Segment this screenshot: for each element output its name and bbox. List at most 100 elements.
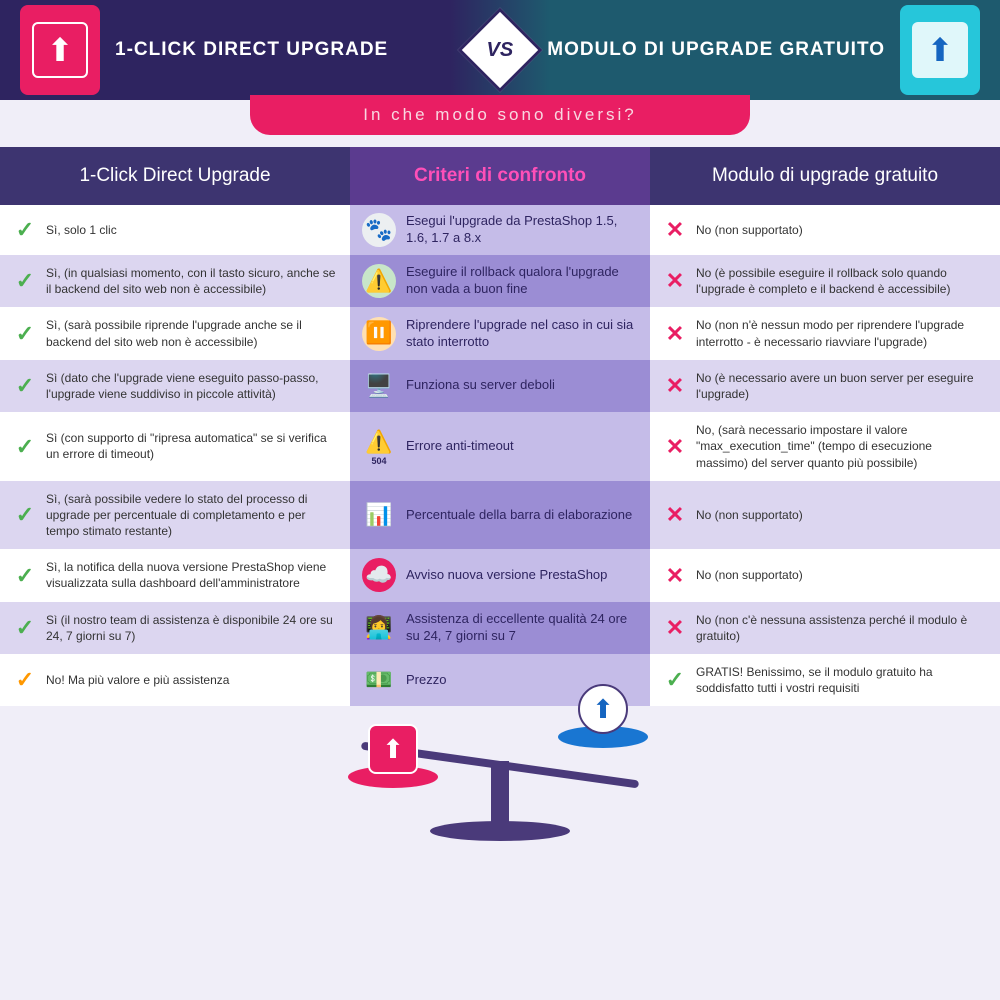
cell-criteria: ⚠️ 504 Errore anti-timeout <box>350 412 650 481</box>
criteria-text: Errore anti-timeout <box>406 438 514 455</box>
header: ⬆ 1-CLICK DIRECT UPGRADE VS MODULO DI UP… <box>0 0 1000 100</box>
cell-text: GRATIS! Benissimo, se il modulo gratuito… <box>696 664 986 696</box>
table-header: 1-Click Direct Upgrade Criteri di confro… <box>0 147 1000 205</box>
cell-left: ✓ Sì, solo 1 clic <box>0 205 350 255</box>
cell-criteria: 🖥️ Funziona su server deboli <box>350 360 650 412</box>
cell-text: Sì, solo 1 clic <box>46 222 117 238</box>
scale-post <box>491 761 509 826</box>
cell-left: ✓ Sì (con supporto di "ripresa automatic… <box>0 412 350 481</box>
criteria-icon: ⚠️ <box>362 264 396 298</box>
cross-icon: ✕ <box>664 613 686 643</box>
cell-text: No (non supportato) <box>696 567 803 583</box>
cell-right: ✕ No (non supportato) <box>650 549 1000 601</box>
criteria-text: Eseguire il rollback qualora l'upgrade n… <box>406 264 638 298</box>
criteria-text: Riprendere l'upgrade nel caso in cui sia… <box>406 317 638 351</box>
cell-left: ✓ Sì (dato che l'upgrade viene eseguito … <box>0 360 350 412</box>
cross-icon: ✕ <box>664 561 686 591</box>
vs-badge: VS <box>458 8 543 93</box>
check-icon: ✓ <box>14 561 36 591</box>
upgrade-icon: ⬆ <box>32 22 88 78</box>
cell-text: Sì, (sarà possibile riprende l'upgrade a… <box>46 317 336 349</box>
cell-criteria: ⚠️ Eseguire il rollback qualora l'upgrad… <box>350 255 650 307</box>
criteria-icon: 👩‍💻 <box>362 611 396 645</box>
criteria-text: Funziona su server deboli <box>406 377 555 394</box>
header-title-left: 1-CLICK DIRECT UPGRADE <box>115 39 388 61</box>
cell-right: ✓ GRATIS! Benissimo, se il modulo gratui… <box>650 654 1000 706</box>
cross-icon: ✕ <box>664 215 686 245</box>
cell-right: ✕ No (è possibile eseguire il rollback s… <box>650 255 1000 307</box>
scale-plate-left: ⬆ <box>348 766 438 788</box>
cell-left: ✓ Sì, la notifica della nuova versione P… <box>0 549 350 601</box>
comparison-table: ✓ Sì, solo 1 clic 🐾 Esegui l'upgrade da … <box>0 205 1000 706</box>
cell-left: ✓ Sì (il nostro team di assistenza è dis… <box>0 602 350 654</box>
criteria-icon: 🖥️ <box>362 369 396 403</box>
cell-left: ✓ No! Ma più valore e più assistenza <box>0 654 350 706</box>
cell-text: No! Ma più valore e più assistenza <box>46 672 229 688</box>
criteria-text: Avviso nuova versione PrestaShop <box>406 567 607 584</box>
check-icon: ✓ <box>14 371 36 401</box>
cell-right: ✕ No (è necessario avere un buon server … <box>650 360 1000 412</box>
balance-scale: ⬆ ⬆ <box>0 706 1000 846</box>
cell-text: Sì (il nostro team di assistenza è dispo… <box>46 612 336 644</box>
cell-text: No (non supportato) <box>696 222 803 238</box>
column-header-left: 1-Click Direct Upgrade <box>0 147 350 205</box>
check-icon: ✓ <box>14 613 36 643</box>
cross-icon: ✕ <box>664 266 686 296</box>
column-header-mid: Criteri di confronto <box>350 147 650 205</box>
cross-icon: ✕ <box>664 500 686 530</box>
table-row: ✓ Sì, (sarà possibile riprende l'upgrade… <box>0 307 1000 359</box>
cell-text: No (non supportato) <box>696 507 803 523</box>
criteria-icon: ⏸️ <box>362 317 396 351</box>
cell-text: Sì, (in qualsiasi momento, con il tasto … <box>46 265 336 297</box>
cell-left: ✓ Sì, (sarà possibile vedere lo stato de… <box>0 481 350 550</box>
table-row: ✓ Sì, (in qualsiasi momento, con il tast… <box>0 255 1000 307</box>
criteria-icon: 📊 <box>362 498 396 532</box>
check-icon: ✓ <box>14 319 36 349</box>
check-icon: ✓ <box>14 215 36 245</box>
cell-text: No (non n'è nessun modo per riprendere l… <box>696 317 986 349</box>
cell-left: ✓ Sì, (in qualsiasi momento, con il tast… <box>0 255 350 307</box>
check-icon: ✓ <box>14 266 36 296</box>
criteria-icon: 🐾 <box>362 213 396 247</box>
table-row: ✓ Sì, solo 1 clic 🐾 Esegui l'upgrade da … <box>0 205 1000 255</box>
cell-right: ✕ No (non supportato) <box>650 205 1000 255</box>
cell-text: Sì, (sarà possibile vedere lo stato del … <box>46 491 336 540</box>
table-row: ✓ Sì (con supporto di "ripresa automatic… <box>0 412 1000 481</box>
criteria-icon: ☁️ <box>362 558 396 592</box>
cell-right: ✕ No, (sarà necessario impostare il valo… <box>650 412 1000 481</box>
cell-right: ✕ No (non n'è nessun modo per riprendere… <box>650 307 1000 359</box>
table-row: ✓ Sì, (sarà possibile vedere lo stato de… <box>0 481 1000 550</box>
upgrade-icon: ⬆ <box>912 22 968 78</box>
cell-right: ✕ No (non supportato) <box>650 481 1000 550</box>
cross-icon: ✕ <box>664 432 686 462</box>
warn-icon: ✓ <box>14 665 36 695</box>
cell-text: Sì (con supporto di "ripresa automatica"… <box>46 430 336 462</box>
criteria-icon: 💵 <box>362 663 396 697</box>
header-right: MODULO DI UPGRADE GRATUITO ⬆ <box>547 5 980 95</box>
table-row: ✓ No! Ma più valore e più assistenza 💵 P… <box>0 654 1000 706</box>
scale-plate-right: ⬆ <box>558 726 648 748</box>
check-icon: ✓ <box>14 432 36 462</box>
table-row: ✓ Sì (dato che l'upgrade viene eseguito … <box>0 360 1000 412</box>
criteria-icon: ⚠️ 504 <box>362 426 396 468</box>
product-badge-right: ⬆ <box>900 5 980 95</box>
cell-criteria: 👩‍💻 Assistenza di eccellente qualità 24 … <box>350 602 650 654</box>
criteria-text: Esegui l'upgrade da PrestaShop 1.5, 1.6,… <box>406 213 638 247</box>
check-icon: ✓ <box>664 665 686 695</box>
cell-criteria: ⏸️ Riprendere l'upgrade nel caso in cui … <box>350 307 650 359</box>
cell-criteria: 📊 Percentuale della barra di elaborazion… <box>350 481 650 550</box>
criteria-text: Assistenza di eccellente qualità 24 ore … <box>406 611 638 645</box>
cell-text: No (è possibile eseguire il rollback sol… <box>696 265 986 297</box>
subtitle: In che modo sono diversi? <box>250 95 750 135</box>
header-left: ⬆ 1-CLICK DIRECT UPGRADE <box>20 5 388 95</box>
upgrade-icon: ⬆ <box>578 684 628 734</box>
table-row: ✓ Sì (il nostro team di assistenza è dis… <box>0 602 1000 654</box>
header-title-right: MODULO DI UPGRADE GRATUITO <box>547 39 885 61</box>
criteria-text: Percentuale della barra di elaborazione <box>406 507 632 524</box>
criteria-text: Prezzo <box>406 672 446 689</box>
product-badge-left: ⬆ <box>20 5 100 95</box>
table-row: ✓ Sì, la notifica della nuova versione P… <box>0 549 1000 601</box>
cell-text: Sì, la notifica della nuova versione Pre… <box>46 559 336 591</box>
upgrade-icon: ⬆ <box>368 724 418 774</box>
cell-right: ✕ No (non c'è nessuna assistenza perché … <box>650 602 1000 654</box>
